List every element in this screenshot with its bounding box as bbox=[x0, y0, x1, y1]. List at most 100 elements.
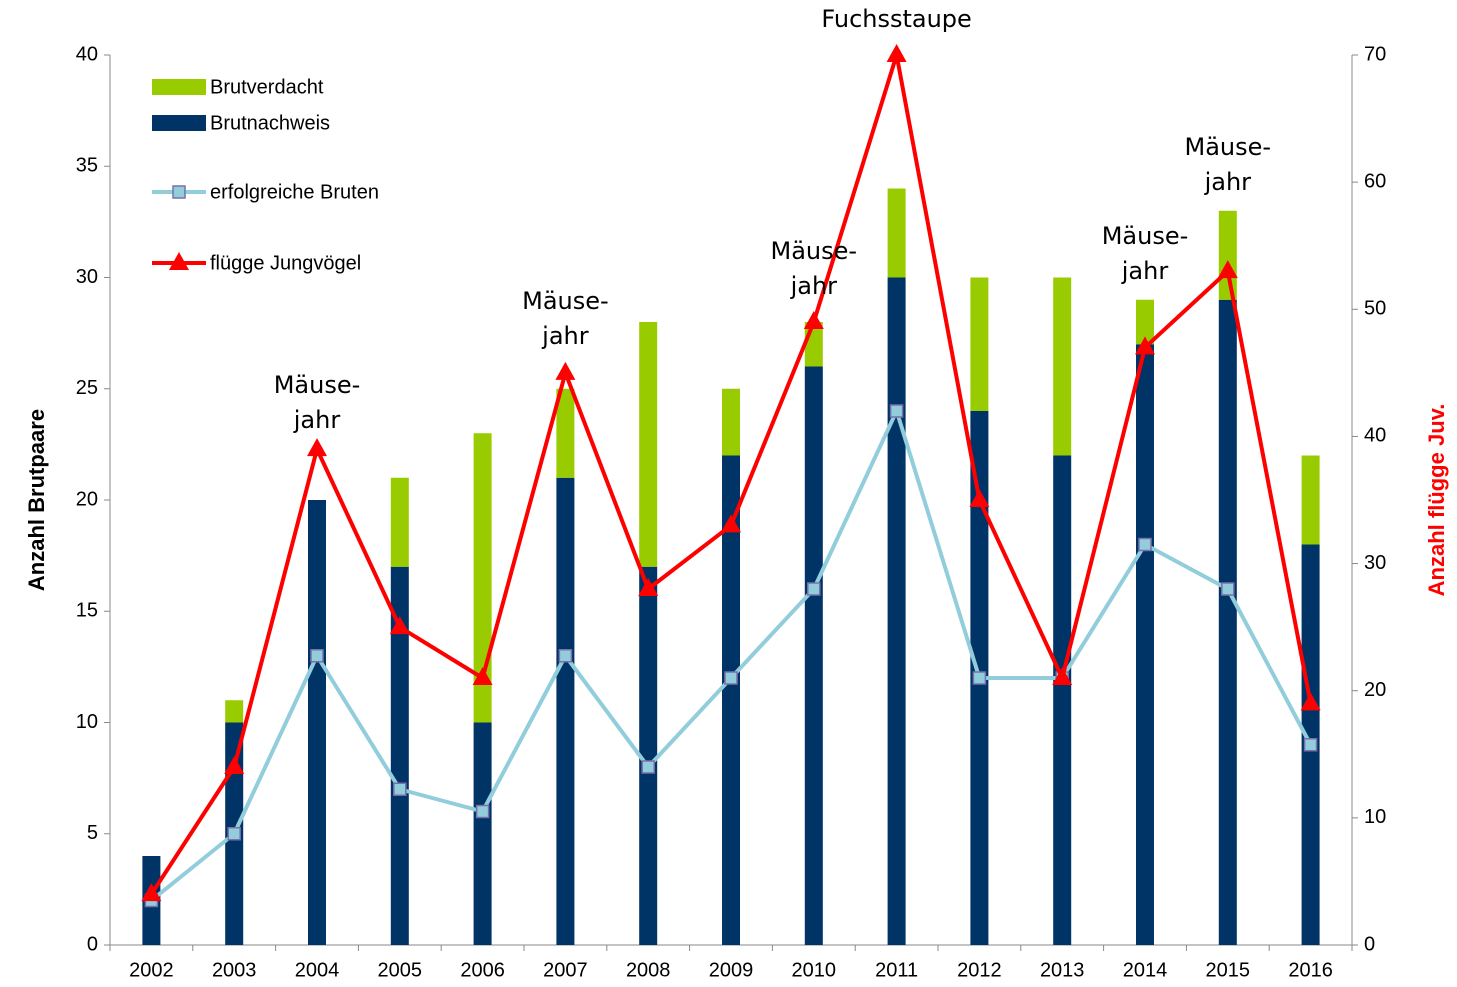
bar-segment bbox=[804, 366, 823, 945]
legend-label: erfolgreiche Bruten bbox=[210, 181, 379, 203]
x-tick-label: 2009 bbox=[709, 959, 754, 981]
x-tick-label: 2016 bbox=[1288, 959, 1333, 981]
y2-axis-label: Anzahl flügge Juv. bbox=[1424, 404, 1449, 597]
marker bbox=[1052, 667, 1073, 685]
bar-segment bbox=[308, 500, 326, 945]
bar-segment bbox=[556, 477, 575, 945]
bar-segment bbox=[473, 433, 492, 723]
marker bbox=[803, 311, 824, 329]
y-tick-label: 40 bbox=[76, 43, 98, 65]
bar-segment bbox=[1301, 455, 1320, 545]
bar-segment bbox=[556, 388, 575, 478]
legend-box bbox=[140, 62, 452, 287]
legend-marker bbox=[172, 185, 186, 199]
marker bbox=[724, 671, 738, 685]
bar-segment bbox=[390, 566, 409, 945]
bar-segment bbox=[1053, 277, 1072, 456]
bar-segment bbox=[887, 277, 906, 945]
y2-tick-label: 70 bbox=[1364, 43, 1386, 65]
bar-segment bbox=[722, 388, 740, 456]
annotation: Mäuse- bbox=[1102, 222, 1189, 250]
bar-segment bbox=[390, 477, 409, 567]
bar-segment bbox=[639, 566, 658, 945]
marker bbox=[638, 578, 659, 596]
y-tick-label: 5 bbox=[87, 822, 98, 844]
marker bbox=[1303, 738, 1318, 752]
y-tick-label: 30 bbox=[76, 266, 98, 288]
y-axis-label: Anzahl Brutpaare bbox=[24, 409, 49, 591]
marker bbox=[310, 649, 324, 663]
x-tick-label: 2007 bbox=[543, 959, 588, 981]
y2-tick-label: 60 bbox=[1364, 170, 1386, 192]
bar-segment bbox=[722, 455, 740, 945]
marker bbox=[393, 782, 407, 796]
x-tick-label: 2004 bbox=[295, 959, 340, 981]
marker bbox=[1138, 537, 1152, 552]
y-tick-label: 20 bbox=[76, 488, 98, 510]
marker bbox=[307, 438, 327, 457]
y-tick-label: 25 bbox=[76, 377, 98, 399]
marker bbox=[475, 804, 490, 819]
x-tick-label: 2005 bbox=[378, 959, 423, 981]
annotation: jahr bbox=[1121, 257, 1169, 285]
x-tick-label: 2010 bbox=[792, 959, 837, 981]
legend-swatch bbox=[152, 79, 206, 95]
x-tick-label: 2006 bbox=[460, 959, 505, 981]
marker bbox=[1135, 336, 1155, 355]
annotation: jahr bbox=[790, 272, 838, 300]
marker bbox=[141, 883, 162, 902]
bar-segment bbox=[970, 277, 989, 411]
y-tick-label: 0 bbox=[87, 933, 98, 955]
x-tick-label: 2012 bbox=[957, 959, 1002, 981]
annotation: Mäuse- bbox=[274, 371, 361, 399]
legend-label: flügge Jungvögel bbox=[210, 252, 361, 274]
marker bbox=[721, 514, 741, 533]
legend-label: Brutverdacht bbox=[210, 76, 324, 98]
marker bbox=[889, 404, 904, 418]
marker bbox=[227, 827, 241, 841]
y2-tick-label: 20 bbox=[1364, 679, 1386, 701]
marker bbox=[807, 582, 821, 596]
marker bbox=[472, 667, 493, 685]
bar-segment bbox=[639, 322, 658, 567]
bar-segment bbox=[473, 722, 492, 945]
x-tick-label: 2014 bbox=[1123, 959, 1168, 981]
x-tick-label: 2015 bbox=[1206, 959, 1251, 981]
marker bbox=[555, 361, 576, 380]
annotation: Mäuse- bbox=[771, 237, 858, 265]
annotation: jahr bbox=[293, 406, 341, 434]
legend-label: Brutnachweis bbox=[210, 112, 330, 134]
annotation: Mäuse- bbox=[1185, 133, 1272, 161]
x-tick-label: 2002 bbox=[129, 959, 174, 981]
x-tick-label: 2003 bbox=[212, 959, 257, 981]
marker bbox=[641, 760, 655, 774]
bar-segment bbox=[887, 188, 906, 278]
annotation: Fuchsstaupe bbox=[821, 5, 971, 33]
y-tick-label: 15 bbox=[76, 600, 98, 622]
bar-segment bbox=[1218, 299, 1237, 945]
annotation: jahr bbox=[1204, 168, 1252, 196]
marker bbox=[1300, 692, 1321, 711]
x-tick-label: 2008 bbox=[626, 959, 671, 981]
bar-segment bbox=[1218, 210, 1237, 300]
legend: Brutverdacht Brutnachweis erfolgreiche Bru… bbox=[140, 62, 452, 287]
bar-segment bbox=[1053, 455, 1072, 945]
y2-tick-label: 50 bbox=[1364, 298, 1386, 320]
y2-tick-label: 30 bbox=[1364, 552, 1386, 574]
marker bbox=[969, 489, 990, 507]
marker bbox=[1221, 582, 1235, 596]
marker bbox=[389, 616, 410, 635]
y2-tick-label: 40 bbox=[1364, 425, 1386, 447]
bar-segment bbox=[225, 700, 244, 723]
y-tick-label: 10 bbox=[76, 711, 98, 733]
annotation: jahr bbox=[541, 322, 589, 350]
marker bbox=[558, 649, 573, 663]
annotation: Mäuse- bbox=[522, 287, 609, 315]
y2-tick-label: 0 bbox=[1364, 933, 1375, 955]
marker bbox=[972, 671, 987, 685]
marker bbox=[886, 44, 907, 62]
x-tick-label: 2013 bbox=[1040, 959, 1085, 981]
y2-tick-label: 10 bbox=[1364, 806, 1386, 828]
